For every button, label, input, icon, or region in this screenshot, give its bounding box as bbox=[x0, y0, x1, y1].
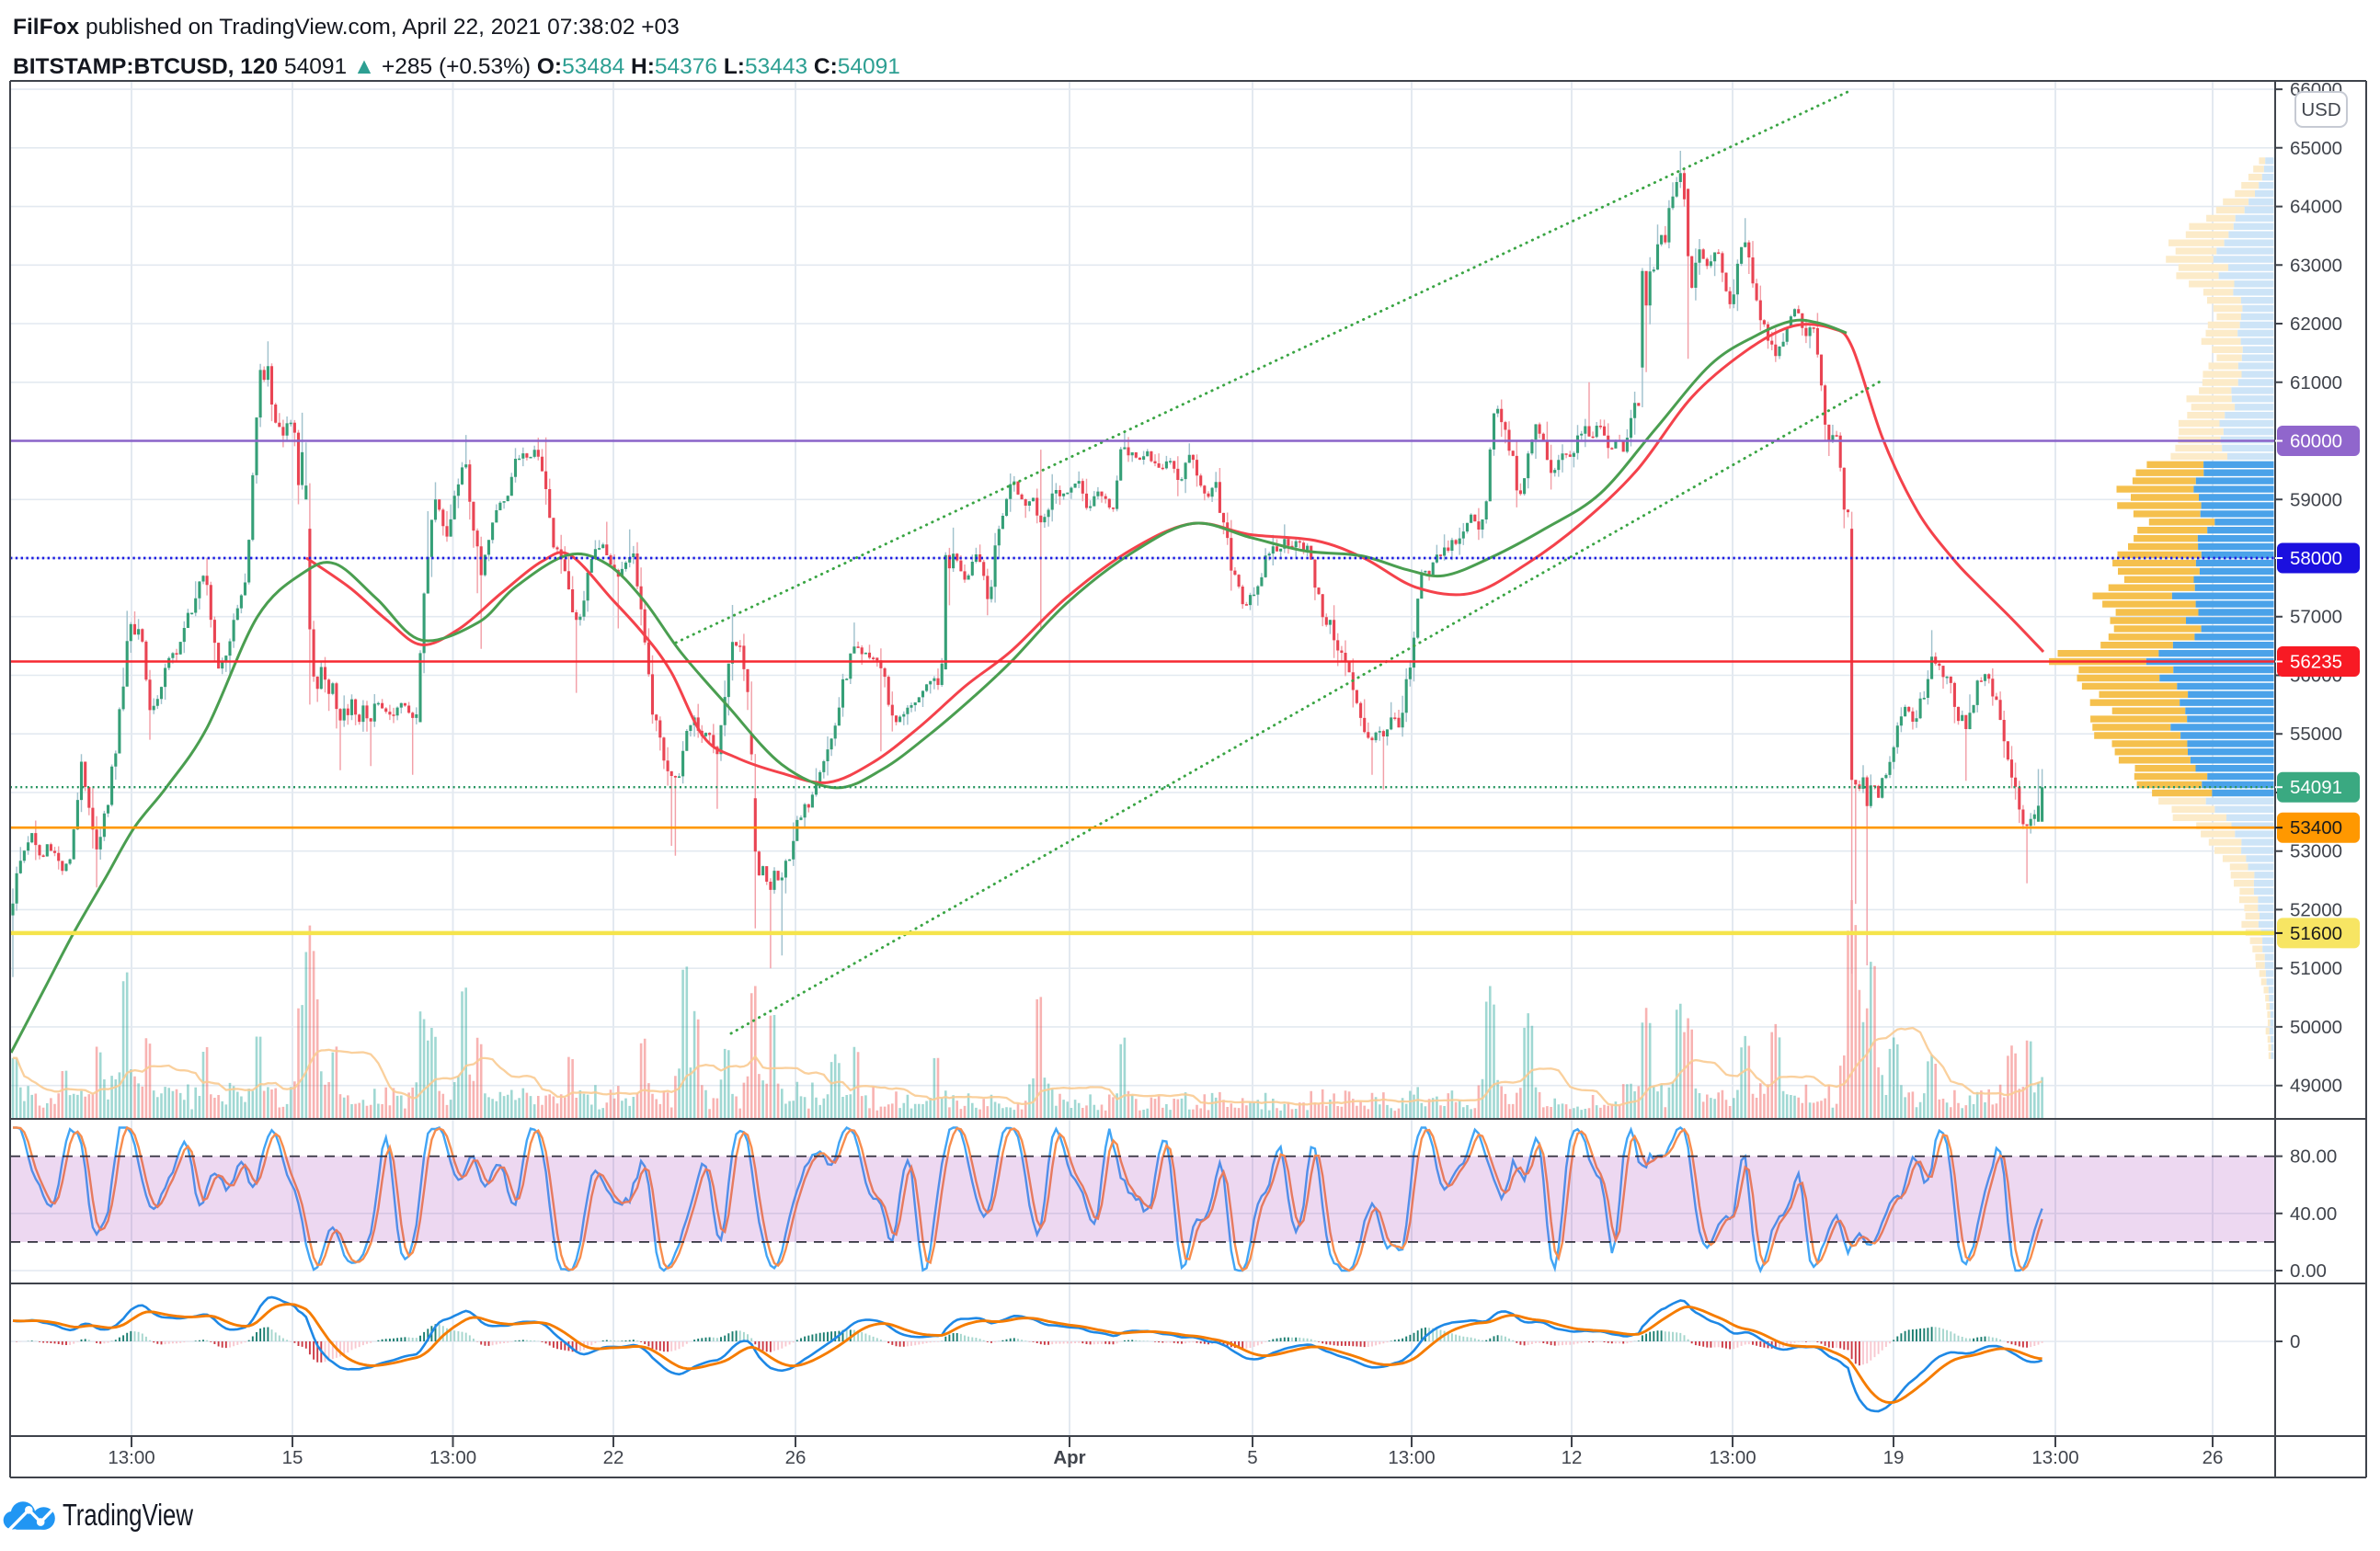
svg-text:57000: 57000 bbox=[2290, 607, 2342, 628]
svg-text:64000: 64000 bbox=[2290, 197, 2342, 218]
svg-text:51600: 51600 bbox=[2290, 923, 2342, 944]
svg-text:58000: 58000 bbox=[2290, 548, 2342, 569]
svg-text:USD: USD bbox=[2301, 99, 2340, 120]
svg-text:65000: 65000 bbox=[2290, 138, 2342, 159]
svg-text:26: 26 bbox=[2203, 1447, 2224, 1468]
svg-text:Apr: Apr bbox=[1053, 1447, 1085, 1468]
svg-text:80.00: 80.00 bbox=[2290, 1146, 2337, 1168]
svg-text:55000: 55000 bbox=[2290, 724, 2342, 745]
svg-text:5: 5 bbox=[1247, 1447, 1257, 1468]
svg-text:52000: 52000 bbox=[2290, 899, 2342, 920]
svg-text:50000: 50000 bbox=[2290, 1017, 2342, 1038]
svg-text:53400: 53400 bbox=[2290, 817, 2342, 838]
svg-text:19: 19 bbox=[1883, 1447, 1905, 1468]
svg-text:13:00: 13:00 bbox=[1709, 1447, 1756, 1468]
svg-text:15: 15 bbox=[282, 1447, 303, 1468]
svg-text:61000: 61000 bbox=[2290, 372, 2342, 393]
svg-text:51000: 51000 bbox=[2290, 958, 2342, 979]
svg-text:13:00: 13:00 bbox=[108, 1447, 154, 1468]
svg-text:0: 0 bbox=[2290, 1331, 2300, 1352]
svg-text:13:00: 13:00 bbox=[1388, 1447, 1435, 1468]
svg-text:22: 22 bbox=[603, 1447, 624, 1468]
svg-text:54091: 54091 bbox=[2290, 777, 2342, 798]
svg-text:13:00: 13:00 bbox=[429, 1447, 476, 1468]
svg-text:49000: 49000 bbox=[2290, 1076, 2342, 1097]
svg-text:53000: 53000 bbox=[2290, 841, 2342, 862]
svg-text:60000: 60000 bbox=[2290, 431, 2342, 452]
svg-text:26: 26 bbox=[785, 1447, 807, 1468]
svg-text:FilFox published on TradingVie: FilFox published on TradingView.com, Apr… bbox=[13, 15, 680, 40]
svg-text:59000: 59000 bbox=[2290, 489, 2342, 510]
svg-text:56235: 56235 bbox=[2290, 652, 2342, 673]
svg-text:62000: 62000 bbox=[2290, 314, 2342, 335]
svg-text:13:00: 13:00 bbox=[2031, 1447, 2078, 1468]
svg-text:63000: 63000 bbox=[2290, 255, 2342, 276]
svg-text:BITSTAMP:BTCUSD, 120 54091 ▲: BITSTAMP:BTCUSD, 120 54091 ▲ +285 (+0.53… bbox=[13, 54, 900, 79]
svg-text:40.00: 40.00 bbox=[2290, 1203, 2337, 1225]
svg-text:0.00: 0.00 bbox=[2290, 1260, 2327, 1282]
svg-text:TradingView: TradingView bbox=[63, 1498, 193, 1532]
svg-text:12: 12 bbox=[1562, 1447, 1583, 1468]
